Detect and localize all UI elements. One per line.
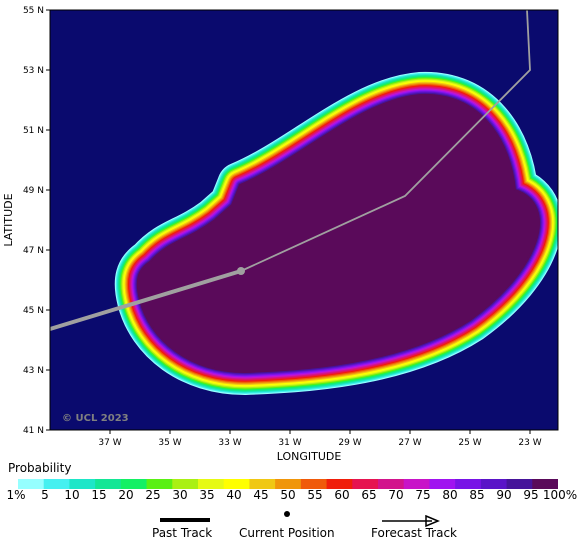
lat-tick-label: 51 N xyxy=(23,126,44,136)
lat-tick-label: 55 N xyxy=(23,6,44,16)
colorbar-swatch xyxy=(378,479,405,489)
lat-tick-label: 41 N xyxy=(23,426,44,436)
plot-frame xyxy=(49,9,559,431)
colorbar-swatch xyxy=(18,479,45,489)
colorbar-swatch xyxy=(326,479,353,489)
lon-tick-label: 23 W xyxy=(518,438,541,448)
legend-label: 80 xyxy=(442,488,458,502)
legend-label: 90 xyxy=(496,488,512,502)
probability-map: © UCL 2023 55 N 53 N 51 N 49 N 47 N 45 N 43 N 4… xyxy=(2,6,559,463)
lat-tick-label: 49 N xyxy=(23,186,44,196)
colorbar-swatch xyxy=(120,479,148,489)
legend-label: 75 xyxy=(415,488,431,502)
lon-tick-label: 29 W xyxy=(338,438,361,448)
legend-label: 15 xyxy=(91,488,107,502)
legend-label: 50 xyxy=(280,488,296,502)
lon-tick-label: 27 W xyxy=(398,438,421,448)
legend-label: 20 xyxy=(118,488,134,502)
legend-label: 55 xyxy=(307,488,323,502)
lon-tick-label: 31 W xyxy=(278,438,301,448)
colorbar-swatch xyxy=(43,479,70,489)
colorbar-swatch xyxy=(223,479,250,489)
legend-label: 60 xyxy=(334,488,350,502)
legend-label: 70 xyxy=(388,488,404,502)
latitude-axis-title: LATITUDE xyxy=(2,193,15,246)
legend-label: 10 xyxy=(64,488,80,502)
colorbar-swatch xyxy=(506,479,533,489)
colorbar-swatch xyxy=(429,479,456,489)
legend-label: 40 xyxy=(226,488,242,502)
legend-label: 35 xyxy=(199,488,215,502)
lat-tick-label: 53 N xyxy=(23,66,44,76)
colorbar-swatch xyxy=(300,479,328,489)
legend-label: 25 xyxy=(145,488,161,502)
current-position-legend-dot xyxy=(284,511,290,517)
colorbar-swatch xyxy=(352,479,379,489)
legend-label: 5 xyxy=(41,488,49,502)
colorbar-swatch xyxy=(95,479,122,489)
colorbar-swatch xyxy=(172,479,199,489)
lat-tick-label: 43 N xyxy=(23,366,44,376)
colorbar-swatch xyxy=(198,479,225,489)
lon-tick-label: 25 W xyxy=(458,438,481,448)
past-track-legend-label: Past Track xyxy=(152,526,213,540)
latitude-axis: 55 N 53 N 51 N 49 N 47 N 45 N 43 N 41 N xyxy=(23,6,50,436)
colorbar-swatch xyxy=(146,479,173,489)
colorbar-swatch xyxy=(455,479,482,489)
legend-label: 45 xyxy=(253,488,269,502)
forecast-track-legend-label: Forecast Track xyxy=(371,526,457,540)
legend-label: 100% xyxy=(542,488,578,502)
legend-label: 30 xyxy=(172,488,188,502)
current-position-legend-label: Current Position xyxy=(239,526,335,540)
lat-tick-label: 45 N xyxy=(23,306,44,316)
legend-label: 85 xyxy=(469,488,485,502)
current-position-marker xyxy=(237,267,245,275)
past-track-legend-line xyxy=(160,518,210,522)
longitude-axis: 37 W 35 W 33 W 31 W 29 W 27 W 25 W 23 W xyxy=(98,430,542,448)
probability-colorbar xyxy=(18,479,558,489)
past-track-line xyxy=(49,269,242,331)
legend-label: 65 xyxy=(361,488,377,502)
colorbar-swatch xyxy=(480,479,508,489)
forecast-track-line xyxy=(240,9,531,272)
probability-band xyxy=(136,93,540,373)
legend-label: 95 xyxy=(523,488,539,502)
lat-tick-label: 47 N xyxy=(23,246,44,256)
colorbar-swatch xyxy=(69,479,96,489)
longitude-axis-title: LONGITUDE xyxy=(277,450,342,463)
probability-legend-labels: 1% 5 10 15 20 25 30 35 40 45 50 55 60 65 70 75 80 85 90 95 1… xyxy=(0,488,580,504)
lon-tick-label: 35 W xyxy=(158,438,181,448)
forecast-track-legend-arrow xyxy=(382,515,440,527)
colorbar-swatch xyxy=(249,479,276,489)
track-legend: Past Track Current Position Forecast Tra… xyxy=(0,506,580,546)
colorbar-swatch xyxy=(275,479,302,489)
lon-tick-label: 33 W xyxy=(218,438,241,448)
legend-title: Probability xyxy=(8,461,72,475)
tracks xyxy=(49,9,531,331)
copyright-label: © UCL 2023 xyxy=(62,413,129,424)
lon-tick-label: 37 W xyxy=(98,438,121,448)
legend-label: 1% xyxy=(6,488,26,502)
colorbar-swatch xyxy=(403,479,430,489)
colorbar-swatch xyxy=(532,479,558,489)
